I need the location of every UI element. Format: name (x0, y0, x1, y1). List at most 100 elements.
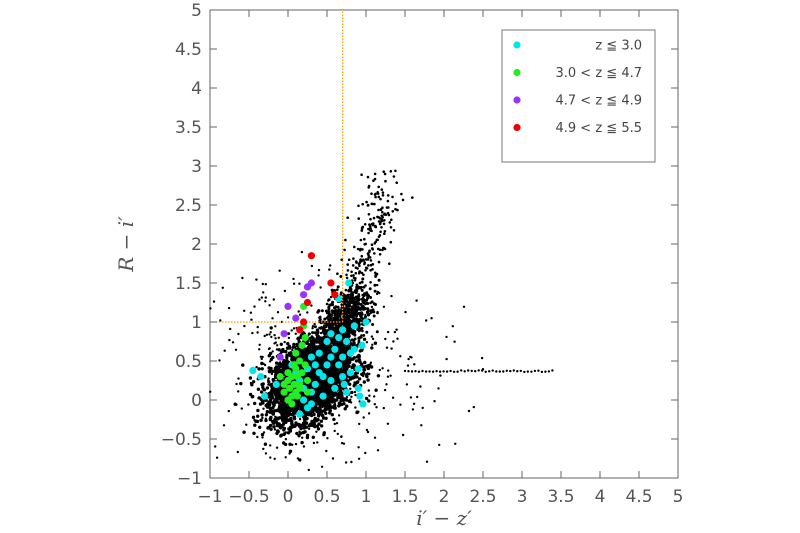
background-point (275, 446, 279, 449)
background-point (327, 384, 332, 388)
background-point (344, 461, 348, 464)
background-point (334, 312, 337, 316)
background-point (258, 298, 261, 301)
background-point (323, 332, 326, 335)
background-point (360, 173, 363, 176)
background-point (370, 229, 373, 233)
background-point (369, 296, 373, 299)
background-point (248, 376, 253, 380)
background-point (300, 393, 304, 397)
background-point (274, 415, 277, 418)
background-point (341, 333, 345, 336)
background-point (324, 381, 328, 384)
background-point (342, 347, 346, 350)
background-point (273, 428, 277, 431)
background-point (301, 430, 306, 435)
background-point (253, 423, 257, 427)
background-point (350, 295, 354, 299)
background-point (325, 323, 329, 327)
background-point (424, 370, 428, 373)
background-point (353, 303, 357, 306)
series-0-point (323, 337, 331, 346)
background-point (375, 292, 379, 296)
background-point (383, 388, 387, 392)
background-point (269, 357, 274, 362)
background-point (381, 194, 385, 197)
background-point (328, 398, 331, 401)
background-point (328, 303, 332, 307)
background-point (307, 468, 310, 472)
background-point (256, 414, 260, 418)
series-0-point (359, 400, 367, 408)
background-point (271, 412, 275, 416)
background-point (305, 374, 308, 377)
background-point (336, 354, 339, 358)
background-point (261, 416, 264, 420)
series-3-point (307, 252, 315, 260)
background-point (297, 339, 301, 342)
background-point (351, 375, 355, 379)
background-point (306, 311, 309, 314)
background-point (357, 320, 361, 324)
background-point (321, 414, 325, 418)
background-point (258, 425, 262, 429)
background-point (396, 337, 399, 340)
background-point (357, 325, 361, 329)
background-point (299, 426, 303, 431)
background-point (295, 399, 299, 404)
background-point (363, 223, 367, 226)
background-point (364, 451, 367, 455)
background-point (379, 230, 382, 234)
background-point (268, 333, 271, 336)
background-point (231, 341, 235, 344)
background-point (218, 359, 221, 362)
background-point (338, 394, 341, 398)
background-point (304, 425, 307, 428)
background-point (281, 407, 286, 411)
series-0-point (331, 345, 339, 353)
background-point (346, 216, 350, 219)
background-point (374, 303, 377, 306)
background-point (239, 381, 243, 386)
background-point (329, 390, 332, 393)
background-point (523, 370, 526, 374)
background-point (383, 219, 386, 222)
background-point (377, 278, 381, 282)
background-point (512, 369, 515, 372)
background-point (377, 208, 380, 212)
background-point (376, 374, 381, 378)
series-2-point (284, 302, 292, 310)
background-point (251, 383, 254, 386)
background-point (355, 375, 359, 379)
background-point (347, 289, 350, 293)
background-point (308, 361, 311, 364)
background-point (425, 319, 428, 322)
background-point (332, 406, 337, 410)
background-point (449, 369, 452, 373)
background-point (346, 263, 350, 266)
background-point (337, 414, 341, 417)
background-point (334, 398, 338, 402)
background-point (241, 363, 245, 367)
background-point (288, 449, 293, 453)
background-point (322, 380, 326, 384)
background-point (378, 368, 381, 372)
background-point (369, 301, 372, 305)
background-point (335, 422, 339, 425)
selection-lines (210, 10, 344, 323)
background-point (276, 311, 280, 314)
background-point (321, 384, 324, 387)
background-point (272, 390, 277, 395)
background-point (261, 387, 265, 390)
background-point (282, 400, 285, 404)
background-point (251, 415, 256, 419)
background-point (339, 345, 343, 349)
background-point (372, 314, 376, 318)
background-point (366, 204, 370, 207)
background-point (315, 424, 320, 428)
series-0-point (327, 376, 335, 385)
background-point (337, 343, 340, 347)
series-1-point (290, 380, 298, 388)
background-point (296, 457, 300, 460)
background-point (336, 285, 340, 289)
